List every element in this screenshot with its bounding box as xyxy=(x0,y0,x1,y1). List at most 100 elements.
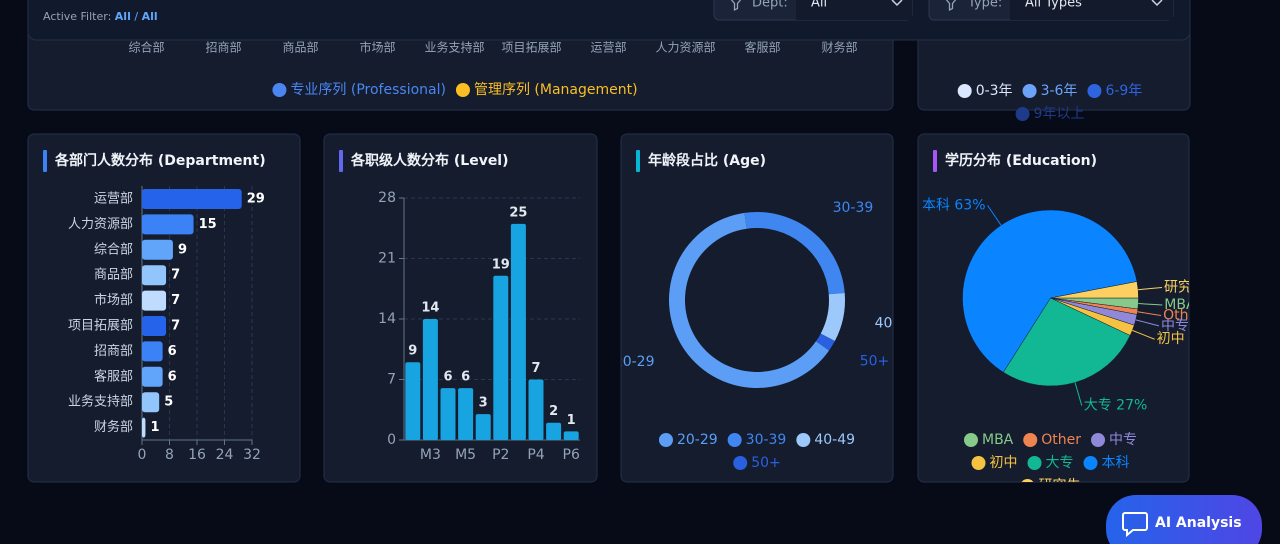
pie-slice xyxy=(962,209,1138,373)
legend-label: 本科 xyxy=(1102,455,1130,471)
ai-analysis-button[interactable]: AI Analysis xyxy=(1106,495,1262,544)
x-tick-label: 运营部 xyxy=(590,40,626,55)
value-label: 7 xyxy=(171,293,180,308)
legend-label: 20-29 xyxy=(677,432,718,448)
y-tick-label: 综合部 xyxy=(94,242,133,257)
title-accent xyxy=(43,150,47,172)
x-tick-label: 8 xyxy=(165,447,174,463)
filter-icon xyxy=(730,0,742,12)
donut-slice xyxy=(744,211,845,295)
filter-label: Type: xyxy=(967,0,1002,11)
filter-label: Dept: xyxy=(752,0,788,11)
chart: 各职级人数分布 (Level) 0 7 14 21 28 9 14 M3 6 6 M5 3 19 P2 25 7… xyxy=(339,150,580,463)
title-accent xyxy=(339,150,343,172)
slice-label: 50+ xyxy=(860,353,890,369)
bar xyxy=(510,223,526,440)
x-tick-label: 人力资源部 xyxy=(655,40,715,55)
slice-label: 初中 xyxy=(1157,330,1185,347)
value-label: 7 xyxy=(531,361,540,376)
filter-value[interactable]: All xyxy=(811,0,827,11)
legend-label: Other xyxy=(1041,432,1081,448)
pie-slice xyxy=(1003,297,1131,387)
chart: 年龄段占比 (Age) 20-29 30-39 40-49 50+ 20-29 30-39 4… xyxy=(614,150,893,471)
value-label: 9 xyxy=(408,344,417,359)
bar xyxy=(458,388,474,440)
legend-swatch xyxy=(733,456,748,470)
leader-line xyxy=(1138,286,1163,291)
leader-line xyxy=(1137,311,1162,317)
button-bg[interactable] xyxy=(1106,495,1262,544)
value-label: 15 xyxy=(199,217,217,232)
legend-swatch xyxy=(1022,84,1037,98)
legend-swatch xyxy=(971,456,986,470)
value-label: 3 xyxy=(479,396,488,411)
bar xyxy=(493,275,509,440)
y-tick-label: 业务支持部 xyxy=(68,394,133,410)
bar xyxy=(142,316,167,336)
value-label: 6 xyxy=(168,344,177,359)
legend-swatch xyxy=(1083,456,1098,470)
filter-value[interactable]: All Types xyxy=(1025,0,1082,11)
chat-icon xyxy=(1122,512,1148,538)
value-label: 9 xyxy=(178,242,187,257)
legend-label: 研究生 xyxy=(1039,478,1081,494)
slice-label: 中专 xyxy=(1161,318,1189,334)
bar xyxy=(142,265,167,286)
x-tick-label: 市场部 xyxy=(359,40,395,55)
slice-label: 30-39 xyxy=(833,200,874,216)
chart-title: 各部门人数分布 (Department) xyxy=(54,152,266,169)
bar xyxy=(142,417,146,438)
type-filter[interactable]: Type: All Types xyxy=(928,0,1174,21)
bar xyxy=(142,214,194,235)
value-label: 19 xyxy=(492,257,510,272)
legend-label: 30-39 xyxy=(746,432,787,448)
bar xyxy=(142,392,160,413)
bar xyxy=(142,239,173,260)
legend-label: 中专 xyxy=(1109,432,1137,448)
bar xyxy=(142,366,163,387)
slice-label: MBA xyxy=(1164,297,1196,313)
value-label: 5 xyxy=(164,395,173,410)
slice-label: 大专 27% xyxy=(1084,398,1148,414)
slice-label: 20-29 xyxy=(614,354,655,370)
x-tick-label: 24 xyxy=(216,447,234,463)
x-tick-label: 综合部 xyxy=(128,40,164,55)
button-label[interactable]: AI Analysis xyxy=(1155,515,1242,531)
slice-label: 本科 63% xyxy=(922,197,986,213)
legend-swatch xyxy=(658,433,673,447)
active-filter-separator: / xyxy=(134,10,138,23)
leader-line xyxy=(1074,382,1083,406)
active-filter-type: All xyxy=(142,10,158,23)
select-box[interactable] xyxy=(796,0,912,20)
dept-filter[interactable]: Dept: All xyxy=(713,0,913,21)
x-tick-label: 16 xyxy=(188,447,206,463)
chart-title: 学历分布 (Education) xyxy=(945,152,1097,169)
select-box[interactable] xyxy=(1010,0,1173,20)
value-label: 25 xyxy=(509,205,527,220)
y-tick-label: 21 xyxy=(378,251,396,267)
legend-swatch xyxy=(455,83,470,97)
y-tick-label: 财务部 xyxy=(94,419,133,435)
y-tick-label: 14 xyxy=(378,311,396,327)
value-label: 7 xyxy=(171,268,180,283)
slice-label: 研究生 xyxy=(1164,279,1206,295)
legend-label: 40-49 xyxy=(814,432,855,448)
donut-slice xyxy=(820,292,845,342)
value-label: 1 xyxy=(567,413,576,428)
bar xyxy=(142,189,242,209)
chart-title: 各职级人数分布 (Level) xyxy=(350,152,509,169)
chevron xyxy=(1151,0,1163,7)
legend-swatch xyxy=(1021,479,1034,482)
legend-label: 6-9年 xyxy=(1105,83,1142,99)
y-tick-label: 商品部 xyxy=(94,268,133,283)
panel xyxy=(620,133,894,483)
chart: 综合部 招商部 商品部 市场部 业务支持部 项目拓展部 运营部 人力资源部 客服部 财务部专业序列… xyxy=(128,40,857,99)
x-tick-label: 0 xyxy=(138,447,147,463)
legend-swatch xyxy=(957,84,972,98)
legend-swatch xyxy=(1087,84,1102,98)
leader-line xyxy=(987,205,1002,226)
value-label: 14 xyxy=(421,301,439,316)
x-tick-label: 财务部 xyxy=(821,40,857,55)
x-tick-label: 商品部 xyxy=(282,40,318,55)
leader-line xyxy=(1132,329,1155,340)
